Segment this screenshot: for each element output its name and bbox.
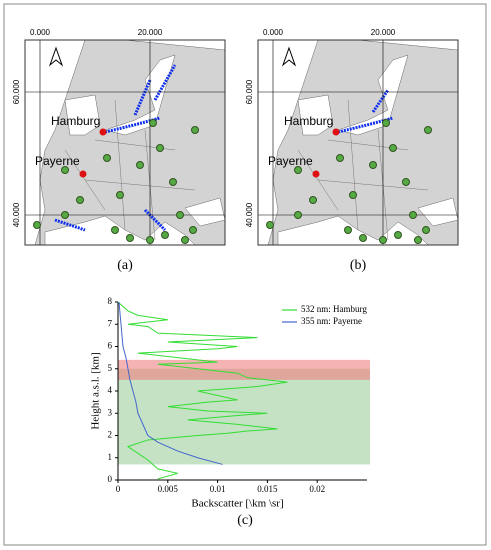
map-border bbox=[24, 39, 226, 246]
x-tick-label: 0.005 bbox=[158, 484, 179, 494]
y-tick-label: 7 bbox=[108, 318, 113, 328]
station bbox=[169, 178, 177, 186]
y-tick-label: 3 bbox=[108, 407, 113, 417]
station bbox=[136, 161, 144, 169]
legend-label: 355 nm: Payerne bbox=[301, 316, 362, 326]
y-tick-label: 6 bbox=[108, 341, 113, 351]
station bbox=[349, 191, 357, 199]
aerosol-plume bbox=[337, 89, 394, 134]
y-tick-label: 4 bbox=[108, 385, 113, 395]
borders bbox=[64, 99, 196, 241]
payerne-site bbox=[312, 170, 320, 178]
city-label: Hamburg bbox=[51, 114, 100, 128]
line bbox=[117, 301, 288, 480]
station bbox=[181, 236, 189, 244]
station bbox=[389, 144, 397, 152]
station bbox=[309, 196, 317, 204]
station bbox=[61, 166, 69, 174]
line bbox=[118, 301, 223, 465]
x-tick-label: 0 bbox=[116, 484, 121, 494]
station bbox=[149, 119, 157, 127]
x-tick-label: 0.01 bbox=[210, 484, 226, 494]
y-tick-label: 1 bbox=[108, 452, 113, 462]
caption: (a) bbox=[117, 258, 133, 273]
station bbox=[161, 231, 169, 239]
lon-label: 0.000 bbox=[263, 28, 284, 37]
map: 0.000 20.000 60.000 40.000 Hamburg Payerne bbox=[245, 28, 459, 246]
station bbox=[424, 126, 432, 134]
shaded-region bbox=[118, 368, 370, 465]
station bbox=[409, 211, 417, 219]
north-arrow bbox=[48, 46, 64, 67]
sea bbox=[104, 54, 176, 136]
station bbox=[103, 154, 111, 162]
caption: (b) bbox=[350, 258, 367, 273]
y-tick-label: 0 bbox=[108, 474, 113, 484]
sea bbox=[64, 94, 101, 136]
lon-label: 20.000 bbox=[138, 28, 163, 37]
station bbox=[76, 196, 84, 204]
lat-label: 60.000 bbox=[12, 79, 21, 104]
lat-label: 60.000 bbox=[245, 79, 254, 104]
city-label: Hamburg bbox=[284, 114, 333, 128]
station bbox=[344, 226, 352, 234]
station bbox=[191, 126, 199, 134]
station bbox=[294, 211, 302, 219]
city-label: Payerne bbox=[35, 154, 80, 168]
station bbox=[111, 226, 119, 234]
station bbox=[402, 178, 410, 186]
north-arrow bbox=[281, 46, 297, 67]
lon-label: 0.000 bbox=[30, 28, 51, 37]
station bbox=[61, 211, 69, 219]
station bbox=[266, 221, 274, 229]
map: 0.000 20.000 60.000 40.000 Hamburg Payerne bbox=[12, 28, 226, 246]
station bbox=[146, 236, 154, 244]
caption: (c) bbox=[237, 513, 253, 528]
x-axis-label: Backscatter [\km \sr] bbox=[191, 498, 283, 510]
station bbox=[126, 234, 134, 242]
station bbox=[336, 154, 344, 162]
lat-label: 40.000 bbox=[12, 202, 21, 227]
station bbox=[359, 234, 367, 242]
station bbox=[116, 191, 124, 199]
station bbox=[176, 211, 184, 219]
y-axis-label: Height a.s.l. [km] bbox=[90, 352, 102, 429]
station bbox=[382, 119, 390, 127]
x-tick-label: 0.02 bbox=[309, 484, 325, 494]
y-tick-label: 2 bbox=[108, 430, 113, 440]
station bbox=[369, 161, 377, 169]
sea bbox=[297, 94, 334, 136]
station bbox=[394, 231, 402, 239]
aerosol-plume bbox=[54, 64, 177, 232]
station bbox=[33, 221, 41, 229]
shaded-region bbox=[118, 359, 370, 380]
station bbox=[189, 226, 197, 234]
station bbox=[294, 166, 302, 174]
x-tick-label: 0.015 bbox=[257, 484, 278, 494]
sea bbox=[337, 54, 409, 136]
y-tick-label: 5 bbox=[108, 363, 113, 373]
legend-label: 532 nm: Hamburg bbox=[301, 304, 367, 314]
hamburg-site bbox=[99, 128, 107, 136]
borders bbox=[297, 99, 429, 241]
hamburg-site bbox=[332, 128, 340, 136]
map-border bbox=[257, 39, 459, 246]
payerne-site bbox=[79, 170, 87, 178]
station bbox=[379, 236, 387, 244]
frame bbox=[3, 3, 487, 546]
station bbox=[156, 144, 164, 152]
station bbox=[422, 226, 430, 234]
city-label: Payerne bbox=[268, 154, 313, 168]
lat-label: 40.000 bbox=[245, 202, 254, 227]
lon-label: 20.000 bbox=[371, 28, 396, 37]
station bbox=[414, 236, 422, 244]
y-tick-label: 8 bbox=[108, 296, 113, 306]
